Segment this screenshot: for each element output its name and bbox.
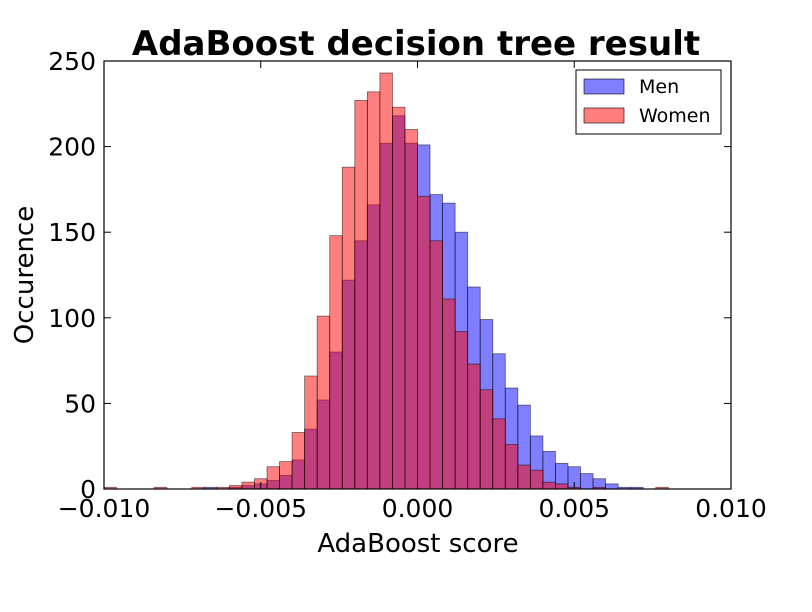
bar-women <box>442 298 456 490</box>
bar-women <box>404 129 418 490</box>
bars-layer <box>103 72 669 490</box>
legend-label-women: Women <box>639 105 711 127</box>
bar-women <box>316 315 331 490</box>
legend-swatch-men <box>583 78 625 95</box>
bar-women <box>454 331 469 490</box>
ticks-layer: −0.010 −0.005 0.000 0.005 0.010 0 50 100 150 200 2… <box>48 47 767 523</box>
bar-women <box>354 99 368 490</box>
y-tick-label: 50 <box>64 389 96 418</box>
x-tick-label: 0.010 <box>695 494 767 523</box>
bar-women <box>479 389 494 490</box>
bar-men <box>580 473 594 490</box>
bar-women <box>504 444 519 490</box>
bar-women <box>467 363 481 490</box>
y-tick-label: 100 <box>48 304 96 333</box>
bar-women <box>241 481 255 490</box>
x-tick-label: 0.000 <box>382 494 454 523</box>
series-women <box>103 72 669 490</box>
y-tick-label: 0 <box>80 475 96 504</box>
bar-women <box>279 461 293 490</box>
bar-women <box>329 235 343 490</box>
bar-women <box>492 418 506 490</box>
chart-title: AdaBoost decision tree result <box>132 24 700 64</box>
bar-women <box>417 195 431 490</box>
bar-women <box>517 464 531 490</box>
bar-women <box>542 481 556 490</box>
bar-women <box>392 106 406 490</box>
x-tick-label: −0.005 <box>214 494 307 523</box>
bar-women <box>341 166 356 490</box>
legend: Men Women <box>575 69 722 135</box>
bar-women <box>266 466 280 490</box>
bar-women <box>366 91 381 490</box>
x-axis-label: AdaBoost score <box>317 529 518 559</box>
bar-men <box>605 483 619 490</box>
bar-women <box>429 240 443 490</box>
x-tick-label: 0.005 <box>538 494 610 523</box>
bar-women <box>304 375 318 490</box>
y-axis-label: Occurence <box>10 206 40 344</box>
bar-women <box>529 469 544 490</box>
bar-women <box>291 432 306 490</box>
y-tick-label: 200 <box>48 133 96 162</box>
y-tick-label: 250 <box>48 47 96 76</box>
legend-label-men: Men <box>639 76 679 98</box>
x-tick-label: −0.010 <box>58 494 151 523</box>
legend-swatch-women <box>583 107 625 124</box>
bar-women <box>555 483 569 490</box>
y-tick-label: 150 <box>48 218 96 247</box>
bar-women <box>379 72 393 490</box>
